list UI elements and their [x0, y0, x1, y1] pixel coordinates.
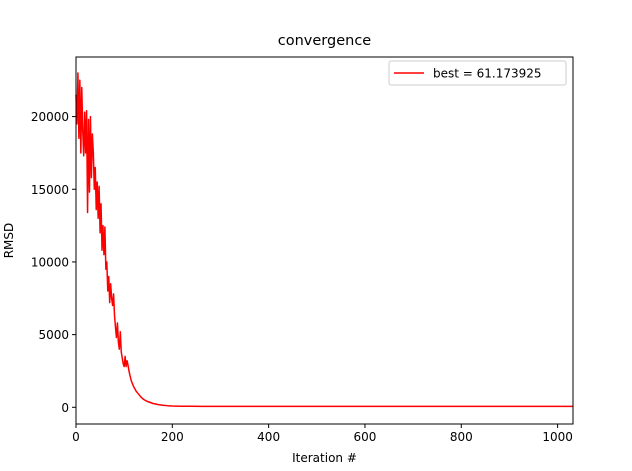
plot-layer: [75, 72, 573, 408]
x-tick-label: 600: [354, 430, 377, 444]
x-tick-label: 800: [450, 430, 473, 444]
y-tick-label: 20000: [31, 110, 69, 124]
y-tick-label: 15000: [31, 183, 69, 197]
legend-box: [388, 60, 567, 86]
y-tick-label: 0: [61, 401, 69, 415]
axes-frame: [75, 56, 574, 425]
x-axis-label: Iteration #: [292, 451, 357, 465]
y-axis-label: RMSD: [2, 223, 16, 259]
y-tick-label: 10000: [31, 255, 69, 269]
legend-entry-label: best = 61.173925: [433, 67, 542, 81]
series-line-0: [75, 72, 573, 408]
chart-title: convergence: [278, 33, 372, 49]
x-tick-label: 0: [72, 430, 80, 444]
x-tick-label: 200: [161, 430, 184, 444]
y-tick-label: 5000: [38, 328, 69, 342]
legend: best = 61.173925: [388, 60, 567, 86]
x-tick-label: 400: [257, 430, 280, 444]
x-tick-label: 1000: [542, 430, 573, 444]
